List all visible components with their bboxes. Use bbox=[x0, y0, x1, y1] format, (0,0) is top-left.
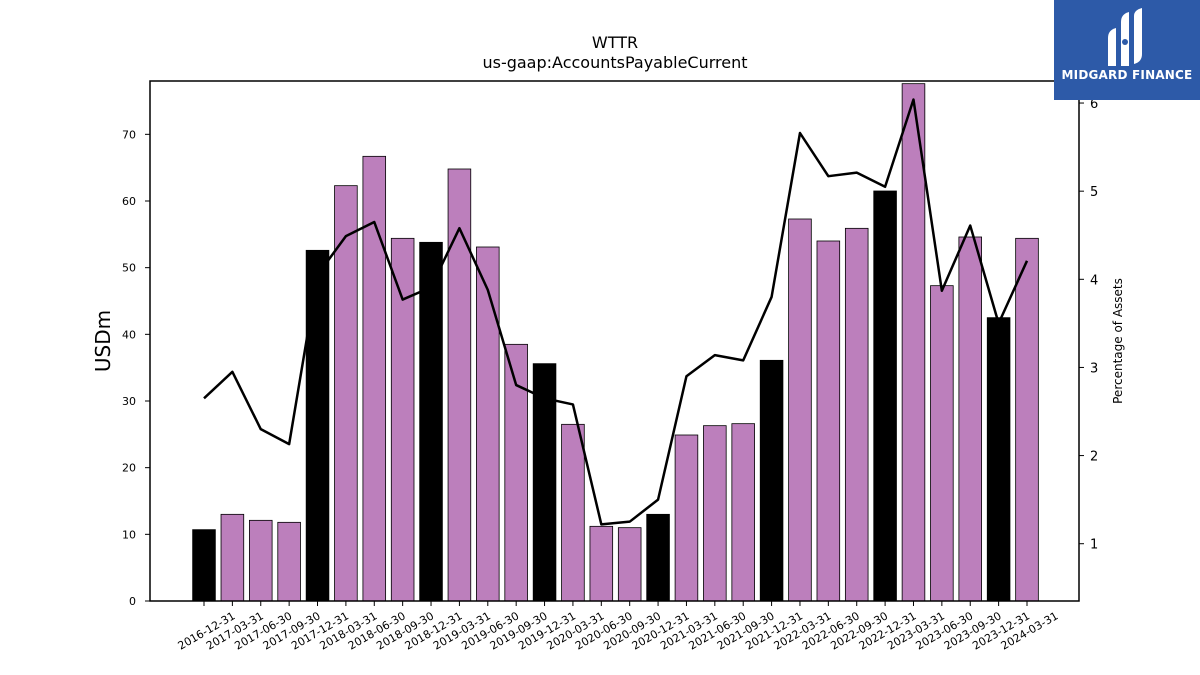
y-tick-label: 50 bbox=[122, 262, 136, 275]
midgard-logo-icon bbox=[1108, 8, 1142, 66]
bar-2021-09-30 bbox=[731, 423, 755, 602]
bar-2022-03-31 bbox=[788, 218, 812, 602]
bar-2023-09-30 bbox=[958, 236, 982, 602]
bar-2022-06-30 bbox=[816, 240, 841, 602]
bar-2022-12-31 bbox=[873, 190, 897, 602]
y-tick-label: 60 bbox=[122, 195, 136, 208]
plot-frame bbox=[149, 80, 1080, 602]
bar-2023-06-30 bbox=[930, 285, 954, 602]
y2-tick-label: 4 bbox=[1090, 273, 1098, 288]
bar-2024-03-31 bbox=[1015, 237, 1039, 602]
bar-group bbox=[192, 83, 1039, 602]
bar-2018-12-31 bbox=[419, 241, 443, 602]
chart-title: WTTR bbox=[592, 33, 638, 52]
bar-2019-06-30 bbox=[476, 246, 500, 602]
bar-2021-03-31 bbox=[674, 434, 699, 602]
x-axis: 2016-12-312017-03-312017-06-302017-09-30… bbox=[176, 601, 1061, 653]
line-group bbox=[203, 98, 1029, 526]
y-axis-label: USDm bbox=[91, 310, 115, 372]
chart-subtitle: us-gaap:AccountsPayableCurrent bbox=[482, 53, 747, 72]
bar-2022-09-30 bbox=[844, 227, 869, 602]
y2-tick-label: 1 bbox=[1090, 538, 1098, 553]
bar-2016-12-31 bbox=[192, 529, 216, 602]
bar-2020-09-30 bbox=[617, 527, 642, 602]
bar-2019-03-31 bbox=[447, 168, 472, 602]
bar-2020-03-31 bbox=[561, 423, 585, 602]
bar-2018-09-30 bbox=[390, 237, 415, 602]
percentage-line bbox=[203, 98, 1029, 526]
y2-axis-label: Percentage of Assets bbox=[1111, 278, 1125, 404]
bar-2017-03-31 bbox=[220, 513, 245, 602]
y-tick-label: 20 bbox=[122, 462, 136, 475]
y2-tick-label: 6 bbox=[1090, 97, 1098, 112]
bar-2021-12-31 bbox=[759, 359, 784, 602]
bar-2017-12-31 bbox=[305, 249, 330, 602]
bar-2017-09-30 bbox=[277, 521, 301, 602]
bar-2023-12-31 bbox=[986, 317, 1011, 602]
bar-2020-12-31 bbox=[646, 513, 670, 602]
y2-tick-label: 5 bbox=[1090, 185, 1098, 200]
brand-logo: MIDGARD FINANCE bbox=[1054, 0, 1200, 100]
left-axis: 0 10 20 30 40 50 60 70 bbox=[122, 128, 150, 608]
y-tick-label: 70 bbox=[122, 128, 136, 141]
y-tick-label: 0 bbox=[129, 595, 136, 608]
y-tick-label: 10 bbox=[122, 528, 136, 541]
right-axis: 1 2 3 4 5 6 bbox=[1079, 97, 1098, 553]
bar-2020-06-30 bbox=[589, 525, 614, 602]
y-tick-label: 30 bbox=[122, 395, 136, 408]
brand-name: MIDGARD FINANCE bbox=[1061, 68, 1193, 82]
y2-tick-label: 2 bbox=[1090, 450, 1098, 465]
y-tick-label: 40 bbox=[122, 328, 136, 341]
y2-tick-label: 3 bbox=[1090, 361, 1098, 376]
bar-2017-06-30 bbox=[249, 519, 273, 602]
bar-2021-06-30 bbox=[703, 425, 727, 602]
